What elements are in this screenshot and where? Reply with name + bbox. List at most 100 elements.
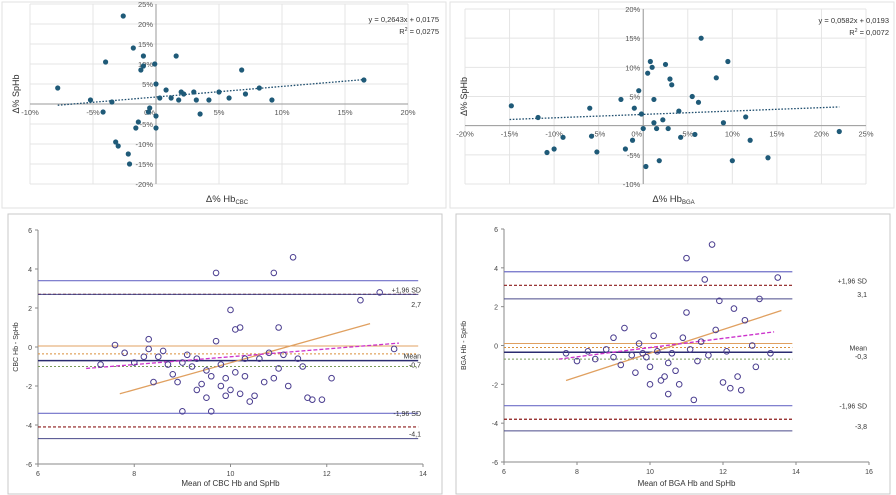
data-point: [236, 390, 244, 398]
data-point: [720, 120, 727, 126]
trend-equation: y = 0,2643x + 0,0175: [369, 15, 439, 24]
data-point: [109, 99, 115, 105]
y-axis-label: BGA Hb - SpHb: [461, 321, 468, 370]
x-tick-label: 16: [865, 469, 873, 476]
x-tick-label: 5%: [682, 130, 693, 139]
data-point: [610, 334, 617, 342]
data-point: [217, 382, 225, 390]
data-point: [179, 408, 186, 415]
data-point: [695, 99, 702, 105]
data-point: [690, 396, 698, 404]
data-point: [661, 373, 668, 380]
data-point: [390, 345, 398, 353]
data-point: [628, 351, 636, 359]
data-point: [207, 408, 215, 415]
x-tick-label: 10: [646, 469, 654, 476]
data-point: [560, 134, 566, 140]
data-point: [676, 108, 682, 114]
y-tick-label: 4: [494, 266, 498, 273]
data-point: [260, 378, 268, 386]
y-tick-label: 5%: [629, 93, 640, 102]
reference-line-label: -0,3: [855, 354, 867, 361]
data-point: [164, 361, 172, 368]
data-point: [650, 332, 657, 340]
reference-line-label: -1,96 SD: [393, 411, 421, 418]
data-point: [183, 351, 191, 359]
data-point: [357, 296, 364, 304]
data-point: [638, 111, 645, 117]
data-point: [236, 324, 244, 331]
x-tick-label: 10: [227, 471, 235, 478]
x-tick-label: 5%: [214, 108, 225, 117]
x-tick-label: 25%: [858, 130, 873, 139]
reference-line-label: -4,1: [409, 432, 421, 439]
data-point: [643, 353, 650, 361]
trend-line: [57, 78, 364, 106]
data-point: [662, 61, 669, 68]
data-point: [328, 374, 335, 382]
data-point: [270, 374, 278, 382]
r-squared: R2 = 0,0072: [849, 28, 889, 37]
x-tick-label: 8: [575, 469, 579, 476]
data-point: [587, 105, 593, 111]
data-point: [713, 75, 719, 81]
data-point: [551, 146, 557, 152]
data-point: [730, 305, 738, 312]
r-squared: R2 = 0,0275: [399, 27, 439, 36]
data-point: [617, 361, 625, 369]
data-point: [723, 348, 730, 355]
data-point: [174, 378, 181, 386]
trend-line: [509, 106, 840, 121]
data-point: [651, 120, 657, 126]
data-point: [153, 125, 159, 131]
data-point: [646, 381, 654, 388]
data-point: [163, 87, 169, 93]
y-tick-label: 20%: [625, 5, 640, 14]
data-point: [727, 384, 734, 392]
y-tick-label: -20%: [135, 180, 153, 189]
chart-svg: -6 -4 -2 0 2 4 6 6 8 10 12 14 16 +1,96 SD 3,1 Mean -0,3 -…: [455, 213, 891, 495]
data-point: [643, 163, 649, 170]
y-tick-label: -10%: [135, 140, 153, 149]
data-point: [115, 143, 121, 149]
data-point: [535, 114, 541, 121]
data-point: [212, 269, 220, 277]
trend-line: [86, 342, 399, 370]
data-point: [622, 146, 628, 152]
bland-altman-bga-chart: -6 -4 -2 0 2 4 6 6 8 10 12 14 16 +1,96 SD 3,1 Mean -0,3 -…: [448, 210, 896, 495]
y-tick-label: 15%: [625, 34, 640, 43]
data-point: [741, 316, 749, 324]
data-point: [256, 85, 262, 91]
y-tick-label: -4: [26, 423, 32, 430]
data-point: [120, 13, 126, 19]
x-tick-label: 0%: [631, 130, 642, 139]
x-tick-label: -15%: [501, 130, 519, 139]
data-point: [705, 351, 712, 359]
y-tick-label: 4: [28, 267, 32, 274]
data-point: [207, 372, 215, 380]
chart-frame: [455, 213, 891, 495]
data-point: [203, 367, 210, 374]
data-point: [222, 374, 229, 382]
data-point: [647, 58, 653, 65]
y-tick-label: -2: [26, 384, 32, 391]
data-point: [712, 326, 720, 334]
data-point: [610, 353, 617, 361]
reference-line-label: -0,7: [409, 362, 421, 369]
chart-frame: [7, 213, 443, 495]
y-tick-label: 10%: [625, 63, 640, 72]
data-point: [256, 355, 263, 362]
data-point: [729, 158, 735, 164]
y-tick-label: -4: [492, 421, 498, 428]
data-point: [103, 59, 109, 65]
data-point: [111, 341, 119, 349]
data-point: [667, 76, 673, 82]
regression-line: [119, 322, 371, 395]
data-point: [686, 346, 694, 353]
data-point: [748, 342, 756, 349]
reference-line-label: +1,96 SD: [838, 278, 867, 285]
y-tick-label: 20%: [138, 20, 153, 29]
data-point: [743, 114, 749, 120]
x-axis-label: Mean of CBC Hb and SpHb: [181, 479, 280, 488]
data-point: [629, 137, 636, 143]
